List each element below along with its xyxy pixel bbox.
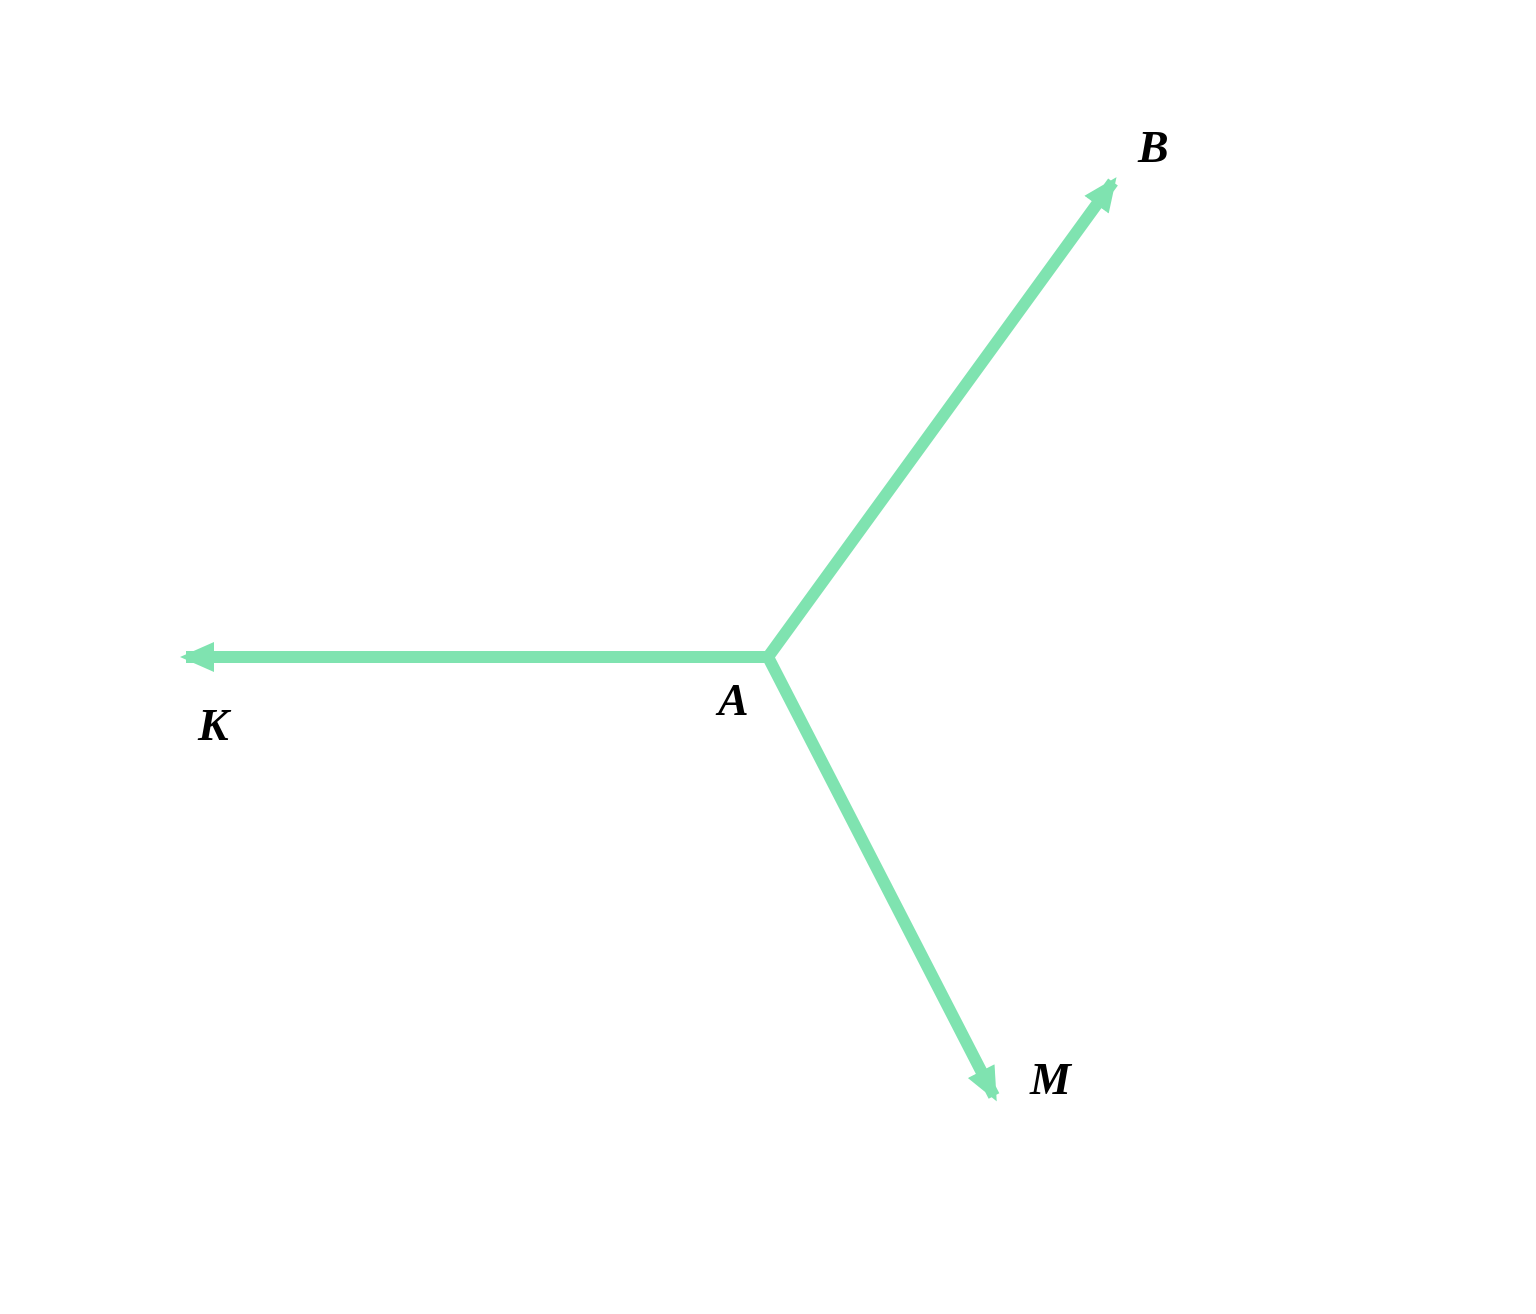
label-K: K <box>197 699 232 750</box>
rays-group <box>186 182 1113 1096</box>
label-M: M <box>1029 1053 1073 1104</box>
label-origin: A <box>715 674 749 725</box>
label-B: B <box>1137 121 1169 172</box>
ray-AB <box>768 182 1113 657</box>
ray-diagram: B K M A <box>0 0 1536 1314</box>
ray-AM <box>768 657 994 1096</box>
labels-group: B K M A <box>197 121 1169 1104</box>
